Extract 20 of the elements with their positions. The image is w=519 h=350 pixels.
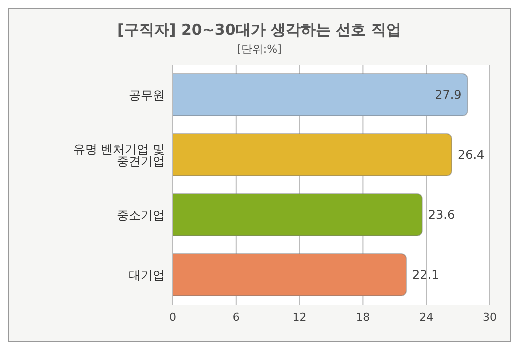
data-label: 22.1: [412, 268, 440, 282]
bar: [173, 254, 408, 296]
chart-subtitle: [단위:%]: [236, 42, 283, 57]
data-label: 27.9: [435, 88, 462, 102]
x-tick-label: 6: [232, 310, 240, 324]
chart-title: [구직자] 20~30대가 생각하는 선호 직업: [116, 20, 402, 40]
x-tick-label: 12: [292, 310, 307, 324]
y-tick-label: 유명 벤처기업 및 중견기업: [73, 142, 165, 168]
bar: [173, 74, 468, 116]
data-label: 26.4: [458, 148, 485, 162]
data-label: 23.6: [428, 208, 456, 222]
y-tick-label: 중소기업: [117, 208, 165, 222]
x-tick-label: 0: [170, 310, 176, 324]
y-tick-label: 공무원: [129, 88, 165, 102]
bar: [173, 194, 423, 236]
bar: [173, 134, 452, 176]
y-tick-label: 대기업: [129, 268, 165, 282]
x-tick-label: 30: [483, 310, 497, 324]
x-tick-label: 24: [420, 310, 434, 324]
x-tick-label: 18: [356, 310, 370, 324]
